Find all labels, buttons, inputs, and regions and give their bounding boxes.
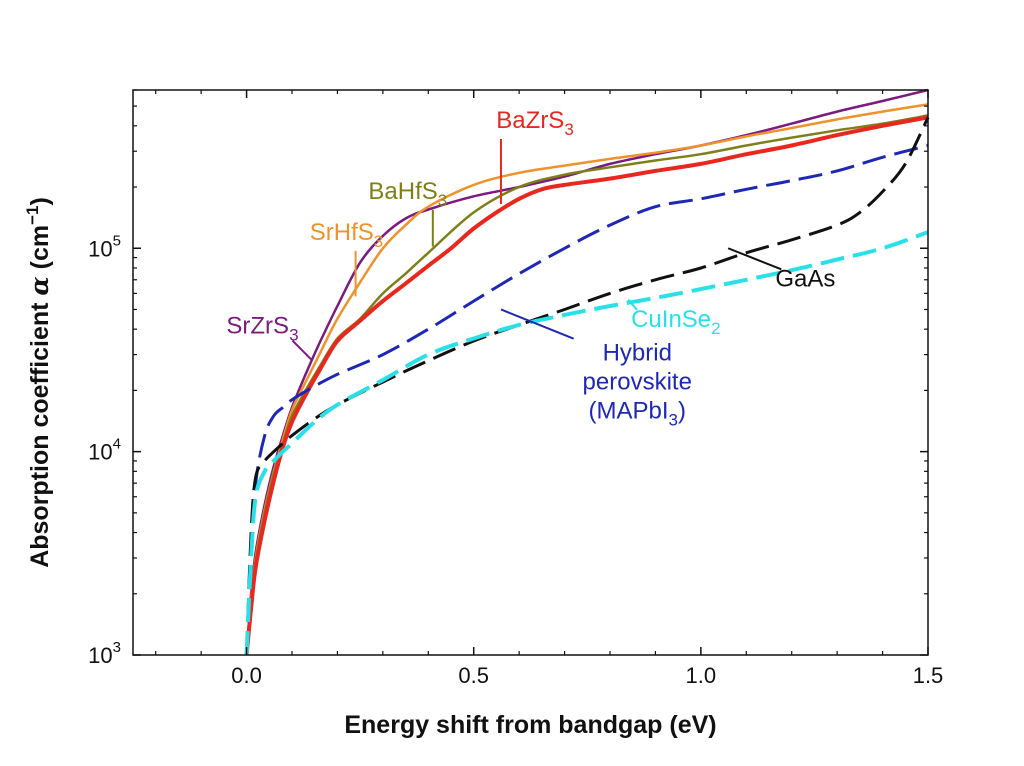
leader-line-0	[291, 340, 314, 362]
svg-text:BaHfS3: BaHfS3	[368, 178, 447, 210]
series-label-5: GaAs	[775, 265, 835, 292]
svg-text:SrZrS3: SrZrS3	[226, 313, 298, 345]
leader-line-6	[627, 298, 638, 311]
leader-line-5	[727, 247, 782, 271]
series-line-4	[245, 144, 929, 656]
y-axis-title: Absorption coefficient α (cm−1)	[23, 197, 54, 568]
svg-text:Hybrid: Hybrid	[603, 340, 672, 367]
svg-text:SrHfS3: SrHfS3	[310, 219, 383, 251]
svg-text:perovskite: perovskite	[583, 369, 692, 396]
y-tick-label: 103	[88, 639, 121, 668]
y-tick-label: 105	[88, 232, 121, 261]
series-label-6: CuInSe2	[631, 306, 721, 338]
svg-text:(MAPbI3): (MAPbI3)	[589, 398, 686, 430]
svg-text:CuInSe2: CuInSe2	[631, 306, 721, 338]
x-axis-title: Energy shift from bandgap (eV)	[344, 711, 716, 739]
x-tick-label: 1.5	[913, 663, 944, 688]
plot-frame	[132, 89, 929, 656]
axes: 0.0 0.5 1.0 1.5 103 104 105	[88, 89, 944, 688]
series-line-6	[244, 230, 929, 656]
series-label-2: BaHfS3	[368, 178, 447, 210]
leader-line-4	[500, 308, 575, 340]
series-label-1: SrHfS3	[310, 219, 383, 251]
x-tick-label: 0.0	[231, 663, 262, 688]
series-label-3: BaZrS3	[496, 107, 573, 139]
series-labels: SrZrS3 SrHfS3 BaHfS3 BaZrS3 Hybridperovskite…	[226, 107, 835, 430]
series-layer	[244, 88, 930, 656]
series-line-0	[245, 88, 929, 656]
x-tick-label: 1.0	[686, 663, 717, 688]
svg-text:GaAs: GaAs	[775, 265, 835, 292]
x-tick-label: 0.5	[458, 663, 489, 688]
series-line-3	[244, 115, 929, 656]
svg-text:BaZrS3: BaZrS3	[496, 107, 573, 139]
y-tick-label: 104	[88, 436, 121, 465]
series-label-0: SrZrS3	[226, 313, 298, 345]
